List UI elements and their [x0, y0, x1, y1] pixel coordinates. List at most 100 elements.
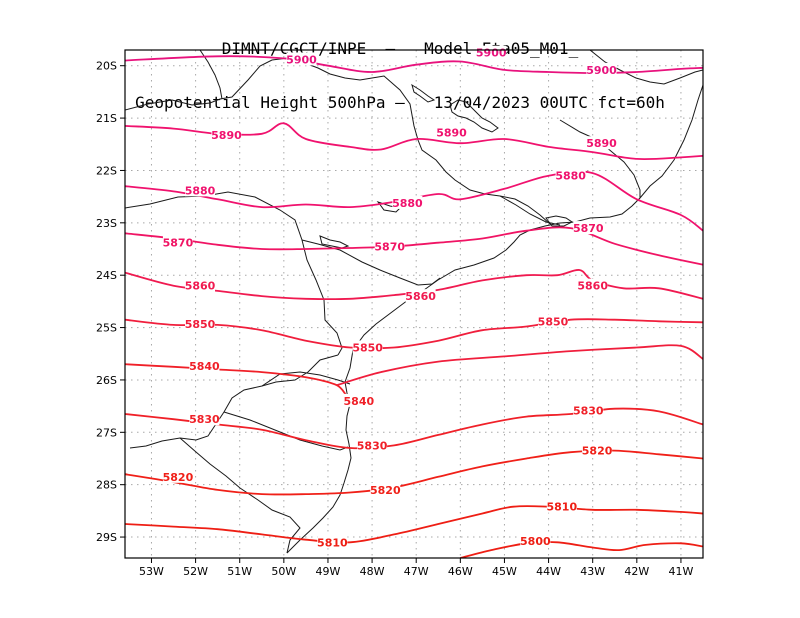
contour-line-5830	[125, 407, 703, 450]
contour-label: 5880	[555, 170, 586, 183]
contour-label: 5830	[189, 413, 220, 426]
contour-label-bg	[185, 316, 216, 330]
axis-ticks: 53W 52W 51W 50W 49W 48W 47W 46W 45W 44W 43W 42W 41W 2…	[96, 60, 693, 578]
contour-line-5800	[460, 541, 703, 558]
contour-label-bg	[573, 403, 604, 417]
contour-line-unlabeled	[336, 344, 703, 387]
reservoir-c	[319, 235, 350, 249]
contour-line-5880	[125, 170, 703, 232]
contour-label-bg	[185, 278, 216, 292]
contour-label: 5820	[163, 471, 194, 484]
lon-tick-label: 43W	[580, 565, 605, 578]
lat-tick-label: 26S	[96, 374, 117, 387]
contour-label: 5810	[317, 536, 348, 549]
contour-label-bg	[286, 52, 317, 66]
coastlines-and-borders	[125, 50, 703, 554]
border-ms-go	[199, 50, 223, 100]
contour-label-bg	[405, 289, 436, 303]
contour-label-bg	[211, 127, 242, 141]
contour-label: 5880	[185, 184, 216, 197]
lat-tick-label: 23S	[96, 217, 117, 230]
contour-label: 5800	[520, 535, 551, 548]
lon-tick-label: 49W	[316, 565, 341, 578]
lat-tick-label: 28S	[96, 479, 117, 492]
contour-line-5820	[125, 449, 703, 496]
lat-tick-label: 22S	[96, 164, 117, 177]
contour-label-bg	[520, 534, 551, 548]
lon-tick-label: 51W	[227, 565, 252, 578]
contour-label-bg	[573, 221, 604, 235]
contour-label: 5840	[344, 395, 375, 408]
contour-label-bg	[357, 438, 388, 452]
map-frame	[124, 49, 704, 559]
contour-line-5840	[125, 363, 373, 402]
contour-label: 5890	[211, 129, 242, 142]
contour-label: 5880	[392, 197, 423, 210]
contour-labels: 5900 5900 5900 5890 5890 5890 5880 5880 5880 5870…	[162, 45, 617, 549]
border-paraguay	[125, 191, 343, 356]
contour-label: 5860	[577, 280, 608, 293]
lat-tick-label: 21S	[96, 112, 117, 125]
contour-label-bg	[370, 482, 401, 496]
contour-label: 5860	[185, 280, 216, 293]
reservoir-d	[376, 201, 402, 213]
contour-line-5900	[125, 55, 703, 74]
border-pr-sc	[261, 371, 351, 387]
contour-label-bg	[162, 235, 193, 249]
lat-tick-label: 25S	[96, 322, 117, 335]
contour-label: 5850	[352, 341, 383, 354]
contour-label: 5850	[538, 315, 569, 328]
contour-label-bg	[537, 314, 568, 328]
contour-label: 5900	[476, 47, 507, 60]
lon-tick-label: 46W	[448, 565, 473, 578]
border-rj	[499, 195, 561, 226]
contour-label: 5820	[582, 445, 613, 458]
lat-tick-label: 29S	[96, 531, 117, 544]
lat-tick-label: 20S	[96, 60, 117, 73]
contour-label: 5890	[436, 127, 467, 140]
contour-label: 5810	[546, 501, 577, 514]
lat-tick-label: 27S	[96, 426, 117, 439]
lon-tick-label: 47W	[404, 565, 429, 578]
contour-label-bg	[189, 358, 220, 372]
contour-label: 5850	[185, 318, 216, 331]
border-sp-pr	[301, 239, 441, 286]
contour-label: 5820	[370, 484, 401, 497]
contour-label-bg	[582, 443, 613, 457]
border-sc-rs	[223, 411, 349, 451]
contour-label-bg	[555, 168, 586, 182]
contour-line-5850	[125, 318, 703, 350]
contour-label-bg	[352, 340, 383, 354]
contour-label-bg	[436, 125, 467, 139]
reservoir-b	[411, 83, 436, 103]
contour-label-bg	[577, 278, 608, 292]
contour-label: 5890	[586, 137, 617, 150]
border-uruguay	[179, 437, 301, 554]
contour-label: 5840	[189, 360, 220, 373]
lon-tick-label: 53W	[139, 565, 164, 578]
contour-label-bg	[546, 499, 577, 513]
contour-label-bg	[343, 393, 374, 407]
contour-label: 5870	[374, 240, 405, 253]
contour-line-5810	[125, 505, 703, 544]
lon-tick-label: 50W	[271, 565, 296, 578]
reservoir-a	[449, 99, 499, 133]
contour-label: 5900	[586, 64, 617, 77]
contour-label: 5900	[286, 53, 317, 66]
brazil-coastline	[286, 84, 703, 554]
contour-label-bg	[374, 239, 405, 253]
contour-label-bg	[586, 62, 617, 76]
contour-label: 5870	[163, 237, 194, 250]
reservoir-e	[545, 215, 573, 227]
border-mg-sp	[125, 57, 551, 225]
contour-label: 5830	[357, 439, 388, 452]
contour-label: 5860	[405, 290, 436, 303]
lon-tick-label: 44W	[536, 565, 561, 578]
border-mg-es	[559, 119, 641, 198]
contour-label: 5870	[573, 222, 604, 235]
lon-tick-label: 48W	[360, 565, 385, 578]
contour-label-bg	[317, 535, 348, 549]
contour-label-bg	[476, 45, 507, 59]
lon-tick-label: 42W	[624, 565, 649, 578]
